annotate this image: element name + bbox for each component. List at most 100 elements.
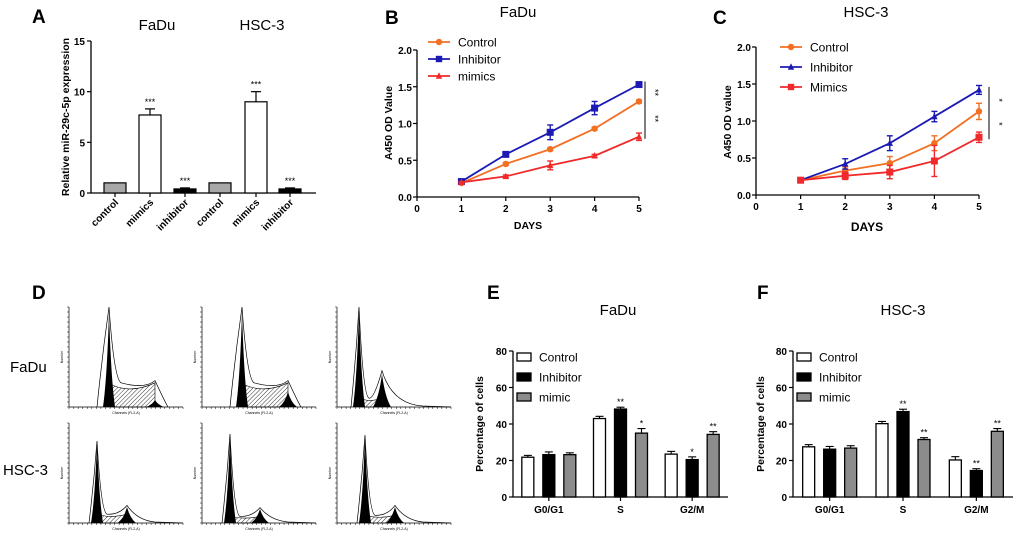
panel-e-y-tick-label: 20 xyxy=(496,457,508,468)
panel-e-x-tick-label: S xyxy=(617,505,624,516)
panel-d-envelope-curve xyxy=(356,434,452,524)
panel-a-x-tick-label: mimics xyxy=(230,197,262,229)
panel-f-significance: ** xyxy=(920,428,928,438)
panel-b-x-tick-label: 5 xyxy=(636,204,642,215)
panel-d-g2m-peak xyxy=(118,507,136,523)
panel-c-data-point xyxy=(841,172,849,180)
panel-c-y-tick-label: 1.5 xyxy=(737,80,751,91)
panel-f-legend-label: Control xyxy=(819,351,858,365)
panel-d-envelope-curve xyxy=(229,306,302,408)
panel-letter-e: E xyxy=(487,283,500,304)
panel-e-bar-mimic xyxy=(563,454,577,498)
panel-b-data-point xyxy=(547,146,554,153)
panel-b-data-point xyxy=(591,125,598,132)
panel-c-legend-marker xyxy=(787,43,795,51)
panel-c-x-tick-label: 1 xyxy=(798,202,804,213)
panel-c-y-axis-label: A450 OD value xyxy=(722,85,734,159)
panel-b-y-tick-label: 0.5 xyxy=(398,156,412,167)
panel-b-series-line-control xyxy=(461,100,640,184)
panel-d-envelope-curve xyxy=(350,306,452,408)
panel-f-bar-mimic xyxy=(844,447,858,498)
panel-b-title: FaDu xyxy=(500,4,537,21)
panel-c-legend-label: Inhibitor xyxy=(810,61,853,75)
panel-d-g2m-peak xyxy=(251,509,269,523)
panel-a-bar xyxy=(208,182,232,194)
panel-a-significance: *** xyxy=(251,80,262,90)
panel-f-legend-swatch xyxy=(796,352,812,362)
panel-b-y-tick-label: 0.0 xyxy=(398,193,412,204)
panel-e-legend-label: mimic xyxy=(539,391,570,405)
panel-b-x-axis-label: DAYS xyxy=(514,220,542,232)
panel-e-bar-mimic xyxy=(634,432,649,498)
panel-c-x-tick-label: 0 xyxy=(753,202,759,213)
panel-c-line-chart: HSC-3 DAYS A450 OD value 0.0 0.5 1.0 1.5 2.0… xyxy=(722,4,1004,234)
panel-f-legend-swatch xyxy=(796,392,812,402)
panel-d-s-phase-area xyxy=(111,382,156,408)
panel-b-data-point xyxy=(502,160,509,168)
panel-d-envelope-curve xyxy=(96,306,169,408)
panel-b-significance-label: ** xyxy=(650,89,660,97)
panel-b-y-tick-label: 2.0 xyxy=(398,46,412,57)
panel-e-bar-control xyxy=(592,417,607,498)
panel-d-g0g1-peak xyxy=(91,441,103,523)
panel-c-data-point xyxy=(930,157,938,165)
panel-f-legend-label: Inhibitor xyxy=(819,371,862,385)
panel-f-legend-swatch xyxy=(796,372,812,382)
panel-b-x-tick-label: 2 xyxy=(503,204,509,215)
panel-e-bar-control xyxy=(664,453,678,498)
panel-d-histogram: Channels (FL2-A) Number xyxy=(328,422,452,531)
panel-f-bar-control xyxy=(875,422,889,498)
panel-letter-b: B xyxy=(385,8,399,29)
panel-f-x-tick-label: G2/M xyxy=(964,505,988,516)
panel-e-y-tick-label: 0 xyxy=(501,493,507,504)
panel-d-y-axis-label: Number xyxy=(60,350,64,363)
panel-e-bar-chart: FaDu Percentage of cells 0 20 40 60 80 G0/G1 S… xyxy=(474,302,728,516)
panel-b-legend-marker xyxy=(435,38,443,46)
panel-e-bar-control xyxy=(521,456,535,498)
panel-a-bar xyxy=(103,182,127,194)
panel-e-y-axis-label: Percentage of cells xyxy=(474,376,486,472)
panel-b-legend-label: Inhibitor xyxy=(458,53,501,67)
panel-a-significance: *** xyxy=(285,176,296,186)
panel-d-g0g1-peak xyxy=(353,309,365,407)
panel-e-significance: ** xyxy=(710,422,718,432)
panel-c-x-tick-label: 4 xyxy=(932,202,938,213)
panel-e-x-tick-label: G2/M xyxy=(680,505,704,516)
panel-c-x-tick-label: 5 xyxy=(976,202,982,213)
panel-c-significance-label: * xyxy=(994,122,1004,126)
panel-a-bar xyxy=(173,188,197,194)
panel-c-y-tick-label: 2.0 xyxy=(737,43,751,54)
panel-a-bar-chart: FaDu HSC-3 Relative miR-29c-5p expressio… xyxy=(60,17,316,233)
panel-c-y-tick-label: 0.0 xyxy=(737,191,751,202)
panel-f-bar-control xyxy=(802,446,816,498)
panel-e-legend-label: Control xyxy=(539,351,578,365)
panel-e-legend-swatch xyxy=(516,392,532,402)
panel-c-legend-label: Mimics xyxy=(810,81,847,95)
panel-e-y-tick-label: 80 xyxy=(496,347,508,358)
panel-b-data-point xyxy=(591,104,599,112)
panel-d-x-axis-label: Channels (FL2-A) xyxy=(112,411,140,415)
panel-d-g2m-peak xyxy=(146,400,164,407)
panel-b-y-tick-label: 1.0 xyxy=(398,120,412,131)
panel-f-bar-inhibitor xyxy=(823,448,837,498)
panel-b-data-point xyxy=(502,150,510,158)
panel-a-x-tick-label: inhibitor xyxy=(155,197,191,233)
panel-d-y-axis-label: Number xyxy=(328,350,332,363)
panel-c-title: HSC-3 xyxy=(843,4,888,21)
panel-d-g2m-peak xyxy=(373,374,391,407)
panel-b-y-tick-label: 1.5 xyxy=(398,83,412,94)
panel-d-envelope-curve xyxy=(221,433,317,524)
panel-f-bar-mimic xyxy=(917,438,931,498)
panel-e-significance: * xyxy=(690,447,694,457)
panel-letter-d: D xyxy=(32,283,46,304)
panel-d-s-phase-area xyxy=(244,382,289,408)
panel-d-x-axis-label: Channels (FL2-A) xyxy=(245,527,273,531)
panel-b-x-tick-label: 1 xyxy=(459,204,465,215)
panel-d-g2m-peak xyxy=(386,507,404,523)
panel-a-y-tick-label: 15 xyxy=(74,37,86,48)
panel-a-x-tick-label: mimics xyxy=(124,197,156,229)
panel-b-data-point xyxy=(635,98,643,105)
panel-f-bar-chart: HSC-3 Percentage of cells 0 20 40 60 80 G0/G1… xyxy=(755,302,1013,516)
panel-a-x-tick-label: control xyxy=(194,197,226,229)
panel-c-y-tick-label: 1.0 xyxy=(737,117,751,128)
